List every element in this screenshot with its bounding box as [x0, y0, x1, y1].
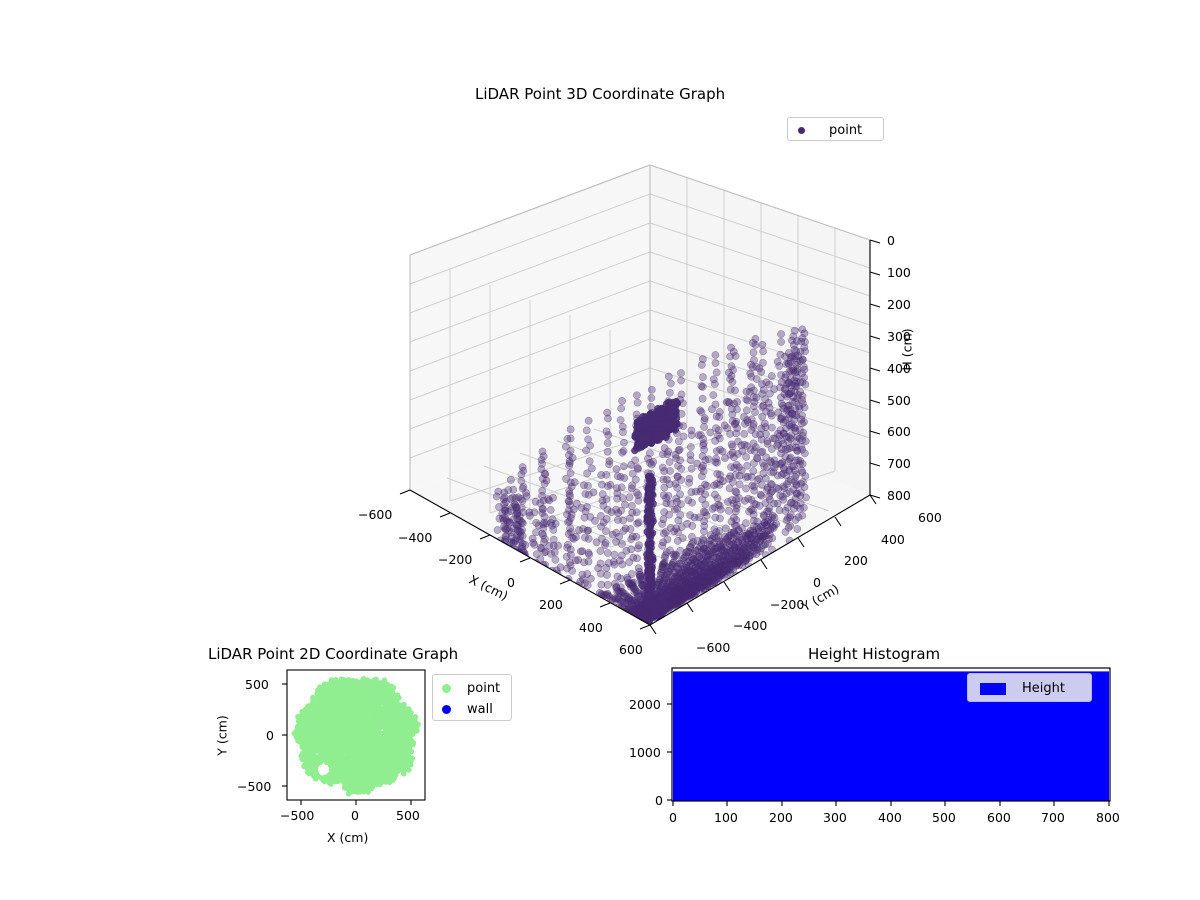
histogram-xtick-6: 600	[987, 810, 1011, 825]
legend-marker-point-icon	[442, 683, 451, 693]
scatter3d-title: LiDAR Point 3D Coordinate Graph	[475, 85, 726, 103]
scatter2d-yaxis-label: Y (cm)	[214, 715, 230, 756]
scatter3d-htick-4: 400	[887, 361, 911, 376]
scatter2d-legend[interactable]: point wall	[432, 674, 512, 721]
histogram-xtick-7: 700	[1041, 810, 1065, 825]
scatter3d-htick-7: 700	[887, 456, 911, 471]
panel-scatter-3d: LiDAR Point 3D Coordinate Graph	[300, 70, 942, 657]
histogram-xtick-8: 800	[1096, 810, 1120, 825]
histogram-xtick-4: 400	[878, 810, 902, 825]
scatter3d-htick-8: 800	[887, 488, 911, 503]
scatter3d-legend-label-point: point	[829, 122, 863, 138]
scatter2d-axes	[282, 669, 426, 805]
scatter2d-ytick-1: 0	[266, 728, 274, 743]
scatter3d-htick-6: 600	[887, 424, 911, 439]
scatter3d-htick-2: 200	[887, 297, 911, 312]
legend-marker-point-icon	[798, 126, 805, 134]
scatter2d-title: LiDAR Point 2D Coordinate Graph	[208, 645, 459, 663]
legend-patch-height-icon	[980, 682, 1006, 695]
legend-marker-wall-icon	[442, 705, 451, 714]
scatter3d-htick-3: 300	[887, 329, 911, 344]
panel-histogram: Height Histogram 0 1000 2000	[620, 640, 1120, 860]
scatter3d-ytick-0: −600	[696, 640, 731, 655]
scatter2d-legend-label-point: point	[467, 680, 501, 696]
scatter3d-htick-1: 100	[887, 265, 911, 280]
scatter2d-ytick-0: 500	[245, 677, 269, 692]
scatter3d-axes	[399, 164, 881, 635]
scatter2d-xtick-0: −500	[280, 808, 315, 823]
scatter3d-xtick-6: 600	[619, 642, 643, 657]
histogram-xtick-2: 200	[769, 810, 793, 825]
histogram-xtick-1: 100	[714, 810, 738, 825]
scatter2d-xaxis-label: X (cm)	[327, 830, 369, 845]
scatter2d-ytick-2: −500	[237, 779, 272, 794]
histogram-legend-label-height: Height	[1022, 681, 1065, 696]
scatter3d-xtick-0: −600	[358, 507, 393, 522]
scatter3d-legend[interactable]: point	[787, 117, 884, 141]
histogram-xtick-3: 300	[823, 810, 847, 825]
scatter3d-xtick-5: 400	[579, 620, 603, 635]
histogram-axes	[667, 667, 1111, 806]
scatter3d-ytick-4: 200	[844, 553, 868, 568]
scatter2d-legend-label-wall: wall	[467, 702, 493, 717]
histogram-ytick-0: 0	[655, 793, 663, 808]
histogram-title: Height Histogram	[808, 645, 941, 663]
histogram-legend[interactable]: Height	[967, 673, 1092, 702]
scatter3d-ytick-1: −400	[733, 618, 768, 633]
scatter3d-xtick-1: −400	[398, 530, 433, 545]
scatter3d-haxis-label: H (cm)	[899, 328, 915, 371]
scatter3d-ytick-6: 600	[918, 510, 942, 525]
scatter3d-ytick-2: −200	[770, 597, 805, 612]
histogram-ytick-1: 1000	[629, 745, 661, 760]
scatter3d-htick-5: 500	[887, 393, 911, 408]
scatter3d-ytick-3: 0	[813, 575, 821, 590]
panel-scatter-2d: LiDAR Point 2D Coordinate Graph 500 0 −5…	[190, 640, 540, 860]
scatter3d-htick-0: 0	[887, 233, 895, 248]
scatter2d-xtick-2: 500	[396, 808, 420, 823]
histogram-xtick-0: 0	[669, 810, 677, 825]
histogram-ytick-2: 2000	[629, 697, 661, 712]
scatter3d-ytick-5: 400	[881, 532, 905, 547]
scatter2d-xtick-1: 0	[351, 808, 359, 823]
scatter3d-xtick-3: 0	[507, 575, 515, 590]
scatter3d-xtick-4: 200	[539, 597, 563, 612]
histogram-xtick-5: 500	[932, 810, 956, 825]
scatter3d-xtick-2: −200	[438, 552, 473, 567]
